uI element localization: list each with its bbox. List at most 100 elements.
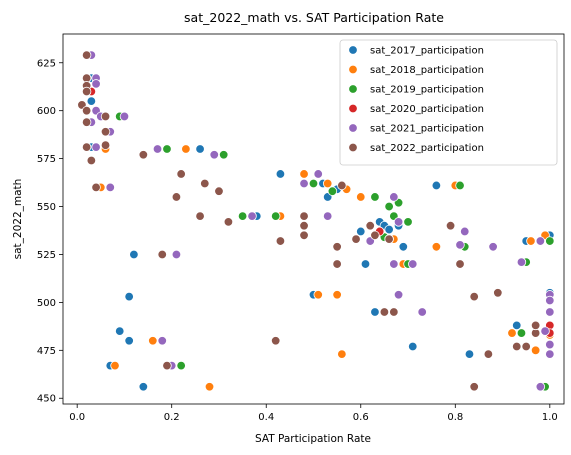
- series-sat_2021_participation: [86, 50, 555, 392]
- data-point: [408, 259, 418, 269]
- data-point: [507, 328, 517, 338]
- data-point: [535, 382, 546, 392]
- data-point: [162, 360, 172, 371]
- data-point: [91, 142, 101, 152]
- data-point: [275, 169, 286, 179]
- data-point: [119, 111, 130, 122]
- data-point: [322, 211, 333, 221]
- data-point: [138, 382, 149, 392]
- data-point: [313, 169, 323, 179]
- legend-marker: [348, 64, 358, 75]
- legend-label: sat_2022_participation: [370, 143, 484, 154]
- data-point: [545, 349, 555, 359]
- data-point: [337, 180, 347, 191]
- data-point: [370, 230, 380, 241]
- data-point: [455, 259, 465, 269]
- legend-marker: [348, 123, 358, 133]
- data-point: [162, 144, 172, 154]
- data-point: [512, 341, 522, 352]
- data-point: [176, 360, 186, 371]
- data-point: [195, 211, 205, 221]
- data-point: [200, 178, 210, 189]
- data-point: [327, 186, 338, 196]
- data-point: [209, 150, 219, 160]
- plot-frame: [62, 33, 565, 405]
- data-point: [124, 291, 134, 302]
- y-tick-label: 450: [37, 394, 56, 405]
- data-point: [365, 221, 375, 231]
- y-tick-label: 625: [37, 58, 56, 69]
- data-point: [360, 259, 371, 269]
- data-point: [431, 242, 442, 252]
- data-point: [100, 127, 111, 137]
- data-point: [86, 155, 97, 166]
- data-point: [322, 178, 333, 189]
- data-point: [455, 180, 465, 191]
- legend-marker: [348, 103, 358, 114]
- data-point: [393, 217, 404, 227]
- data-point: [270, 211, 281, 221]
- data-point: [351, 234, 361, 244]
- data-point: [460, 226, 470, 237]
- x-tick-label: 1.0: [542, 412, 558, 423]
- data-point: [81, 86, 92, 97]
- y-axis-label: sat_2022_math: [12, 179, 24, 260]
- data-point: [299, 221, 309, 231]
- data-point: [86, 96, 97, 106]
- legend-marker: [348, 45, 358, 55]
- data-point: [247, 211, 257, 221]
- chart-title: sat_2022_math vs. SAT Participation Rate: [184, 10, 444, 25]
- data-point: [493, 288, 503, 298]
- series-sat_2022_participation: [77, 50, 541, 392]
- data-point: [370, 192, 380, 202]
- data-point: [516, 328, 527, 338]
- data-point: [384, 201, 394, 212]
- legend-label: sat_2019_participation: [370, 85, 484, 96]
- data-point: [379, 307, 390, 317]
- data-point: [218, 150, 229, 160]
- data-point: [115, 326, 125, 336]
- data-point: [356, 192, 366, 202]
- data-point: [445, 221, 456, 231]
- data-point: [81, 105, 92, 116]
- data-point: [176, 169, 186, 179]
- data-point: [313, 290, 323, 300]
- data-point: [545, 339, 555, 350]
- data-point: [370, 307, 380, 317]
- y-tick-label: 550: [37, 202, 56, 213]
- data-point: [332, 259, 342, 269]
- data-point: [299, 178, 309, 189]
- data-point: [148, 336, 158, 346]
- data-point: [469, 291, 479, 302]
- data-point: [540, 326, 550, 336]
- data-point: [91, 79, 101, 89]
- data-point: [308, 178, 319, 189]
- legend-marker: [348, 84, 358, 94]
- data-point: [181, 144, 191, 154]
- data-point: [81, 142, 92, 152]
- y-tick-label: 475: [37, 346, 56, 357]
- data-point: [223, 217, 234, 227]
- data-point: [299, 230, 309, 241]
- data-point: [91, 182, 101, 193]
- data-point: [270, 336, 281, 346]
- data-point: [417, 307, 427, 317]
- data-point: [237, 211, 248, 221]
- data-point: [398, 242, 409, 252]
- data-point: [214, 186, 224, 196]
- data-point: [384, 224, 394, 235]
- legend-label: sat_2021_participation: [370, 124, 484, 135]
- x-tick-label: 0.8: [447, 412, 463, 423]
- data-point: [152, 144, 163, 154]
- data-point: [389, 307, 399, 317]
- data-point: [81, 50, 92, 60]
- x-tick-label: 0.4: [258, 412, 274, 423]
- data-point: [100, 111, 111, 122]
- legend-marker: [348, 142, 358, 153]
- data-point: [389, 259, 399, 269]
- data-point: [516, 257, 527, 267]
- y-tick-label: 575: [37, 154, 56, 165]
- data-point: [100, 140, 111, 150]
- data-point: [535, 236, 546, 246]
